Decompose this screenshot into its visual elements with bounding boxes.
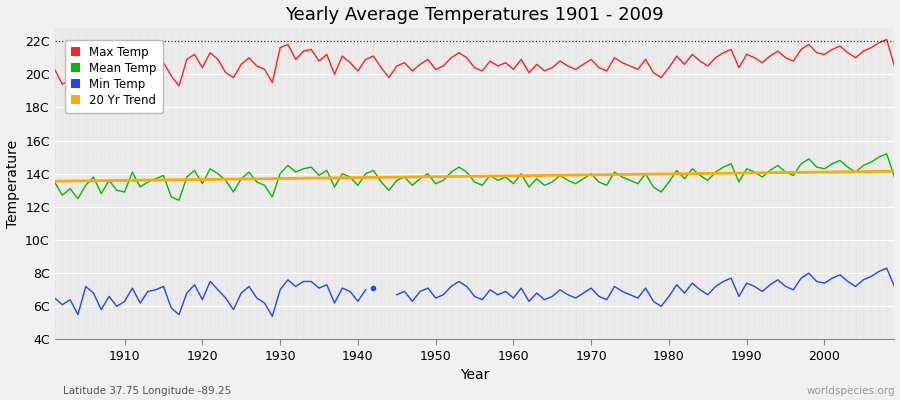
- Text: Latitude 37.75 Longitude -89.25: Latitude 37.75 Longitude -89.25: [63, 386, 231, 396]
- Title: Yearly Average Temperatures 1901 - 2009: Yearly Average Temperatures 1901 - 2009: [285, 6, 664, 24]
- Y-axis label: Temperature: Temperature: [5, 140, 20, 228]
- X-axis label: Year: Year: [460, 368, 490, 382]
- Legend: Max Temp, Mean Temp, Min Temp, 20 Yr Trend: Max Temp, Mean Temp, Min Temp, 20 Yr Tre…: [65, 40, 163, 113]
- Text: worldspecies.org: worldspecies.org: [807, 386, 896, 396]
